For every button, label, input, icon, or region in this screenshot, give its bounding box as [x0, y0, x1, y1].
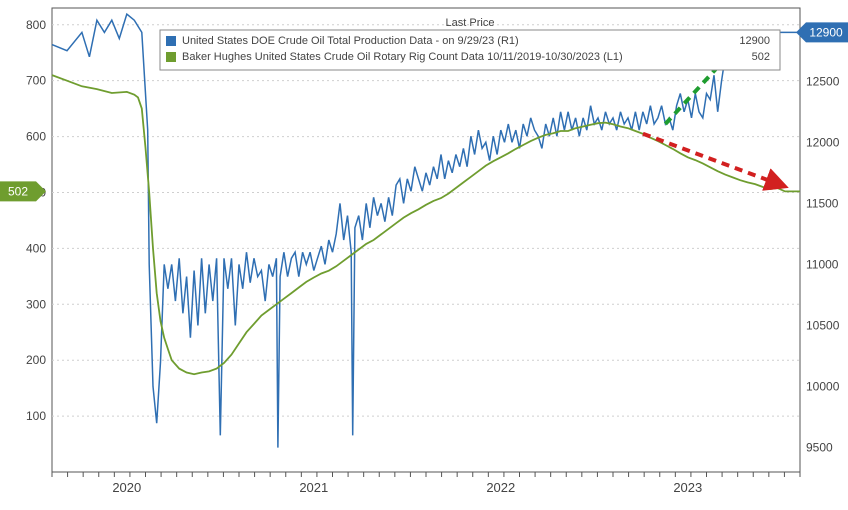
svg-text:2020: 2020: [112, 480, 141, 495]
svg-text:Baker Hughes United States Cru: Baker Hughes United States Crude Oil Rot…: [182, 51, 623, 63]
svg-text:12900: 12900: [809, 25, 843, 39]
oil-production-rig-chart: 1002003004005006007008009500100001050011…: [0, 0, 848, 510]
svg-text:700: 700: [26, 74, 46, 88]
svg-text:2023: 2023: [673, 480, 702, 495]
svg-text:502: 502: [8, 184, 28, 198]
svg-text:502: 502: [752, 51, 770, 63]
svg-text:12500: 12500: [806, 74, 840, 88]
svg-text:2021: 2021: [299, 480, 328, 495]
svg-text:10000: 10000: [806, 380, 840, 394]
svg-text:100: 100: [26, 409, 46, 423]
svg-text:12000: 12000: [806, 135, 840, 149]
svg-text:300: 300: [26, 297, 46, 311]
right-axis-badge: 12900: [796, 22, 848, 42]
svg-text:Last Price: Last Price: [446, 17, 495, 29]
svg-text:400: 400: [26, 241, 46, 255]
svg-text:200: 200: [26, 353, 46, 367]
svg-text:2022: 2022: [486, 480, 515, 495]
svg-text:11500: 11500: [806, 196, 839, 210]
svg-text:800: 800: [26, 18, 46, 32]
svg-text:United States DOE Crude Oil To: United States DOE Crude Oil Total Produc…: [182, 35, 519, 47]
svg-text:11000: 11000: [806, 257, 839, 271]
svg-text:9500: 9500: [806, 441, 833, 455]
svg-text:600: 600: [26, 130, 46, 144]
svg-text:12900: 12900: [739, 35, 770, 47]
svg-text:10500: 10500: [806, 318, 840, 332]
